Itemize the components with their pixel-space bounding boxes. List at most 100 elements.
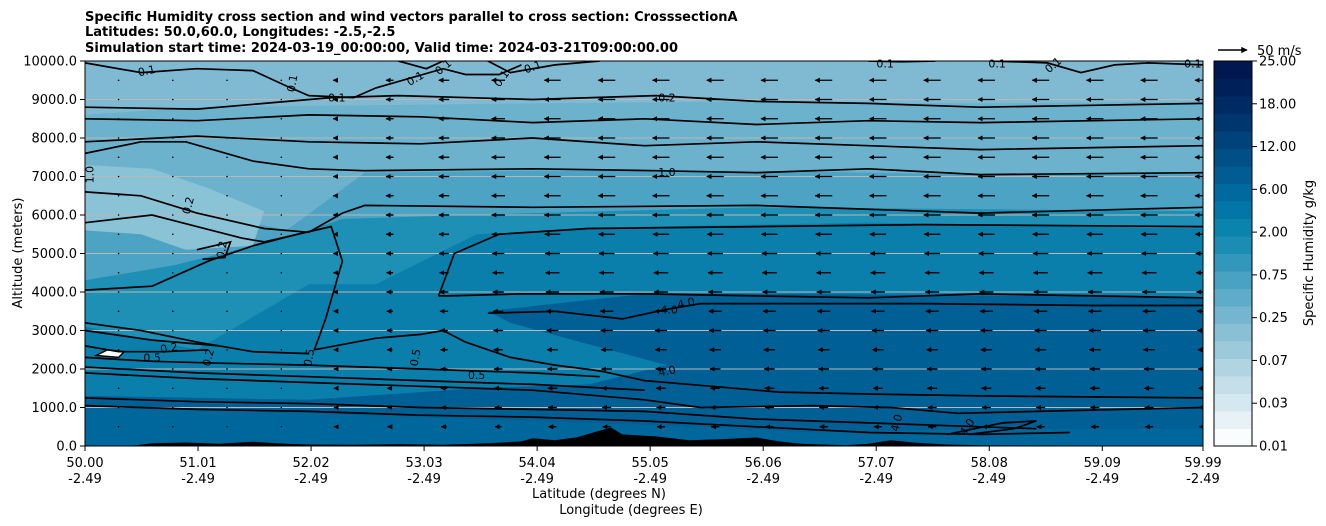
contour-line [263,225,1203,399]
wind-vector [172,214,174,216]
x-tick-label-longitude: -2.49 [181,472,215,487]
wind-vector [226,175,228,178]
colorbar-segment [1214,166,1252,184]
x-tick-label-longitude: -2.49 [68,472,102,487]
wind-vector [117,271,120,274]
wind-vectors [117,77,1203,430]
wind-vector [117,214,120,216]
colorbar-segment [1214,253,1252,272]
x-tick-label-longitude: -2.49 [746,472,780,487]
wind-vector [226,252,228,255]
wind-vector [226,233,228,236]
wind-vector [280,137,283,139]
wind-vector [280,79,283,82]
wind-vector [172,233,174,236]
colorbar-segment [1214,341,1252,359]
x-tick-label-longitude: -2.49 [1085,472,1119,487]
x-tick-label-latitude: 55.05 [632,456,669,471]
colorbar-segment [1214,376,1252,394]
title-line-3: Simulation start time: 2024-03-19_00:00:… [85,41,678,56]
y-tick-label: 7000.0 [32,170,78,185]
contour-label: 0.2 [214,240,230,259]
wind-vector [280,252,283,255]
x-tick-label-latitude: 59.09 [1084,456,1121,471]
humidity-band-surface [85,407,1203,446]
contour-label: 0.5 [301,348,317,367]
contour-line [85,321,309,355]
y-tick-label: 1000.0 [32,401,78,416]
contour-line [991,61,1203,74]
humidity-filled-contours [85,101,1203,446]
wind-vector [226,310,228,313]
wind-vector [226,348,228,351]
colorbar: 0.01 0.03 0.07 0.25 0.75 2.00 6.00 12.00 18.00 25… [1213,55,1317,455]
contour-label: 0.2 [180,195,197,215]
colorbar-segment [1214,131,1252,149]
wind-vector [226,291,228,293]
contour-label: 4.0 [660,303,678,316]
x-tick-label-longitude: -2.49 [972,472,1006,487]
wind-vector [226,271,228,274]
x-tick-label-latitude: 59.99 [1184,456,1221,471]
contour-line [85,345,209,353]
contour-line [85,135,1203,151]
wind-vector [280,310,283,313]
wind-vector [280,98,283,101]
x-axis-label-latitude: Latitude (degrees N) [532,487,666,502]
x-tick-label-longitude: -2.49 [859,472,893,487]
wind-vector [117,348,120,351]
contour-line [196,240,232,261]
humidity-band-high [85,293,1203,446]
colorbar-segment [1214,288,1252,307]
contour-label: 1.0 [83,166,96,184]
wind-vector [117,406,120,409]
colorbar-tick-label: 0.01 [1259,440,1288,455]
wind-vector [172,98,174,101]
colorbar-segment [1214,271,1252,289]
wind-vector [117,117,120,120]
contour-label: 0.2 [200,347,217,367]
wind-vector [117,98,120,101]
contour-line [487,302,1203,320]
y-tick-label: 3000.0 [32,324,78,339]
x-tick-label-latitude: 52.02 [292,456,329,471]
wind-vector [117,387,120,390]
wind-vector [226,387,228,390]
humidity-pocket-dry [85,164,265,250]
wind-vector [117,79,120,82]
wind-vector [172,406,174,409]
wind-vector [226,194,228,197]
y-tick-label: 9000.0 [32,93,78,108]
x-axis-label-longitude: Longitude (degrees E) [559,503,703,518]
wind-vector [117,310,120,313]
contour-line [85,404,1070,436]
contour-line [437,223,1203,297]
plot-area: 0.10.10.10.10.10.10.1 0.1 0.1 0.1 0.10.21.01… [83,55,1204,447]
wind-vector [226,368,228,370]
wind-vector [226,156,228,159]
contour-line [438,293,1203,299]
colorbar-segment [1214,236,1252,254]
wind-vector [172,291,174,293]
x-axis: 50.00-2.4951.01-2.4952.02-2.4953.03-2.49… [66,446,1222,487]
colorbar-segment [1214,218,1252,237]
wind-vector [280,291,283,293]
contour-label: 0.5 [143,351,161,364]
wind-vector [117,329,120,332]
contour-line [85,94,1203,110]
colorbar-segment [1214,61,1252,79]
contour-line [398,61,444,70]
contour-label: 0.5 [408,348,424,367]
wind-vector [226,214,228,216]
colorbar-segment [1214,96,1252,114]
y-tick-label: 0.0 [56,440,77,455]
y-tick-label: 4000.0 [32,286,78,301]
y-tick-label: 6000.0 [32,209,78,224]
wind-vector [280,425,283,428]
wind-vector [117,368,120,370]
y-tick-label: 5000.0 [32,247,78,262]
wind-vector [172,137,174,139]
wind-vector [280,387,283,390]
wind-vector [172,271,174,274]
contour-label: 4.0 [657,363,677,379]
